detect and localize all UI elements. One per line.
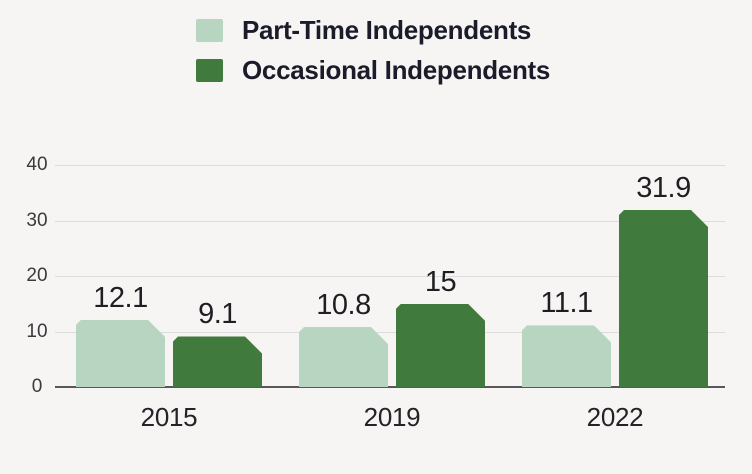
x-axis-line	[55, 386, 725, 388]
bar-2015-occasional	[173, 336, 262, 387]
y-axis-tick-label: 0	[31, 376, 43, 397]
gridline-y10	[55, 331, 725, 333]
legend-swatch-part-time	[196, 18, 223, 42]
y-axis-tick-label: 30	[26, 209, 48, 231]
bar-2015-part-time	[76, 319, 165, 387]
value-label-2015-part-time: 12.1	[93, 281, 148, 314]
gridline-y20	[55, 276, 725, 277]
y-axis-tick-label: 20	[26, 265, 48, 286]
bar-2022-occasional	[619, 209, 708, 387]
x-axis-label-2015: 2015	[140, 402, 198, 432]
legend-item-occasional-independents: Occasional Independents	[196, 55, 550, 85]
legend: Part-Time Independents Occasional Indepe…	[196, 15, 550, 98]
legend-item-part-time-independents: Part-Time Independents	[196, 15, 550, 45]
legend-label-part-time: Part-Time Independents	[242, 14, 532, 45]
bar-2019-part-time	[299, 327, 388, 387]
gridline-y30	[55, 220, 725, 222]
gridline-y40	[55, 165, 725, 166]
x-axis-label-2019: 2019	[363, 402, 421, 432]
y-axis-tick-label: 40	[26, 154, 48, 175]
legend-swatch-occasional	[196, 58, 223, 82]
bar-2022-part-time	[522, 325, 611, 387]
y-axis-tick-label: 10	[26, 320, 48, 342]
value-label-2022-occasional: 31.9	[636, 171, 691, 204]
value-label-2019-part-time: 10.8	[316, 289, 371, 322]
value-label-2015-occasional: 9.1	[198, 298, 237, 331]
legend-label-occasional: Occasional Independents	[242, 54, 551, 85]
value-label-2019-occasional: 15	[424, 265, 457, 298]
bar-2019-occasional	[396, 303, 485, 387]
value-label-2022-part-time: 11.1	[540, 287, 593, 320]
x-axis-label-2022: 2022	[586, 402, 644, 432]
